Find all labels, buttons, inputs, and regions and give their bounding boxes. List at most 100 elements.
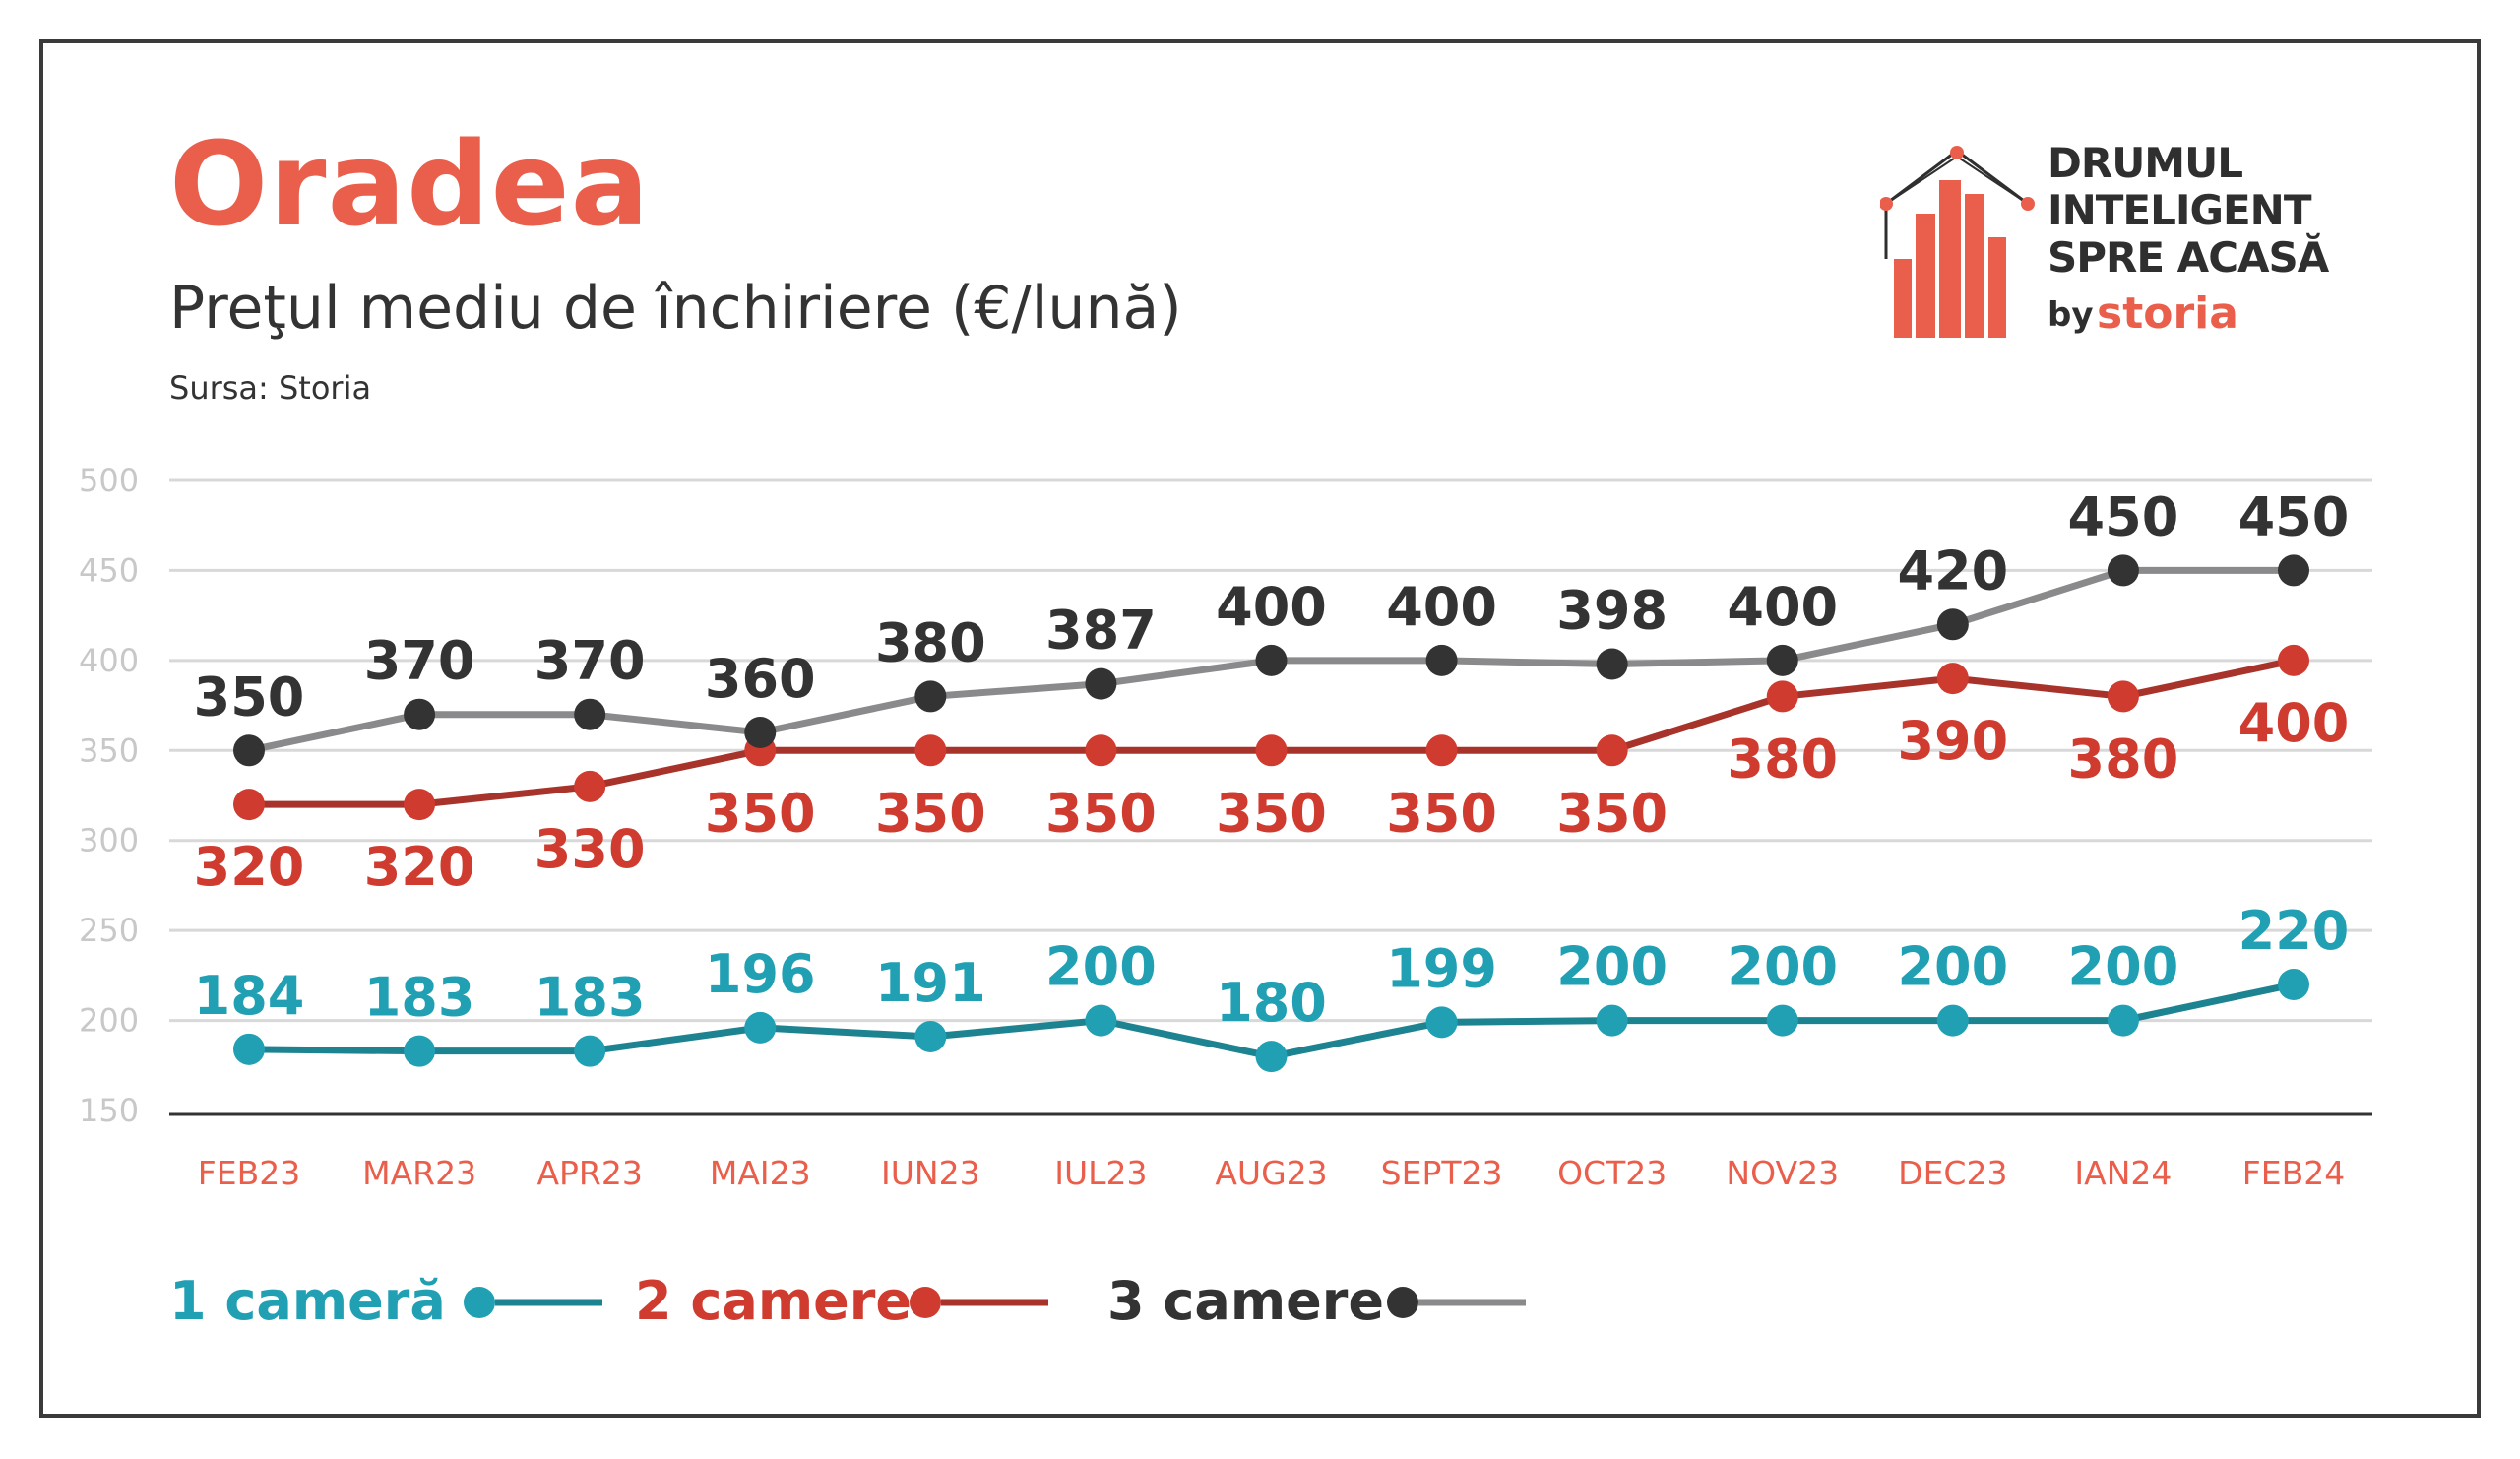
x-tick-label: DEC23 xyxy=(1898,1154,2007,1192)
data-point xyxy=(2107,1004,2139,1037)
data-point xyxy=(574,1035,606,1067)
legend-marker xyxy=(910,1287,941,1318)
data-label: 196 xyxy=(705,943,816,1005)
x-tick-label: FEB24 xyxy=(2242,1154,2345,1192)
data-point xyxy=(233,734,265,767)
x-tick-label: IUL23 xyxy=(1054,1154,1147,1192)
data-label: 400 xyxy=(1386,576,1497,638)
data-label: 191 xyxy=(875,952,986,1014)
data-label: 200 xyxy=(1556,936,1668,998)
data-point xyxy=(574,770,606,802)
data-label: 350 xyxy=(875,782,986,844)
x-tick-label: OCT23 xyxy=(1557,1154,1667,1192)
x-tick-label: AUG23 xyxy=(1215,1154,1327,1192)
data-point xyxy=(1085,667,1117,700)
x-tick-label: APR23 xyxy=(536,1154,642,1192)
data-label: 400 xyxy=(2238,692,2350,754)
data-label: 330 xyxy=(535,818,646,880)
data-label: 350 xyxy=(1045,782,1157,844)
data-point xyxy=(1255,734,1288,767)
data-label: 200 xyxy=(1045,936,1157,998)
data-point xyxy=(2278,644,2309,676)
y-tick-label: 150 xyxy=(79,1092,139,1129)
legend-label: 1 cameră xyxy=(169,1270,446,1332)
y-tick-label: 350 xyxy=(79,731,139,769)
data-label: 400 xyxy=(1216,576,1327,638)
legend-marker xyxy=(464,1287,495,1318)
data-point xyxy=(1255,644,1288,676)
data-point xyxy=(404,698,436,730)
data-label: 420 xyxy=(1897,539,2008,602)
data-point xyxy=(914,734,947,767)
data-label: 390 xyxy=(1897,710,2008,772)
data-point xyxy=(1936,663,1969,695)
chart-frame xyxy=(39,39,2481,1418)
data-label: 450 xyxy=(2068,485,2179,547)
legend-marker xyxy=(1387,1287,1418,1318)
data-point xyxy=(914,1021,947,1053)
data-label: 370 xyxy=(535,630,646,692)
data-label: 380 xyxy=(1727,728,1838,790)
data-label: 183 xyxy=(535,967,646,1029)
x-tick-label: NOV23 xyxy=(1726,1154,1839,1192)
data-point xyxy=(404,789,436,821)
source-note: Sursa: Storia xyxy=(169,369,372,407)
data-point xyxy=(1936,1004,1969,1037)
data-label: 199 xyxy=(1386,937,1497,999)
y-tick-label: 500 xyxy=(79,462,139,499)
legend-label: 2 camere xyxy=(635,1270,912,1332)
brand-line-1: DRUMUL xyxy=(2048,139,2243,187)
data-point xyxy=(2278,969,2309,1000)
data-label: 350 xyxy=(194,666,305,728)
x-tick-label: FEB23 xyxy=(198,1154,300,1192)
y-tick-label: 400 xyxy=(79,642,139,679)
data-label: 350 xyxy=(705,782,816,844)
y-tick-label: 450 xyxy=(79,551,139,589)
data-point xyxy=(1085,1004,1117,1037)
data-label: 380 xyxy=(2068,728,2179,790)
data-label: 450 xyxy=(2238,485,2350,547)
data-label: 200 xyxy=(1897,936,2008,998)
data-point xyxy=(744,1011,777,1044)
data-point xyxy=(233,1033,265,1065)
brand-by: by xyxy=(2048,295,2094,335)
data-point xyxy=(2107,680,2139,713)
brand-line-2: INTELIGENT xyxy=(2048,186,2311,234)
data-label: 350 xyxy=(1556,782,1668,844)
data-label: 360 xyxy=(705,648,816,710)
x-tick-label: MAR23 xyxy=(362,1154,476,1192)
data-point xyxy=(1766,1004,1798,1037)
data-point xyxy=(1255,1041,1288,1073)
y-tick-label: 250 xyxy=(79,912,139,949)
data-point xyxy=(1425,644,1458,676)
data-label: 350 xyxy=(1386,782,1497,844)
legend-label: 3 camere xyxy=(1107,1270,1384,1332)
data-point xyxy=(1425,734,1458,767)
y-tick-label: 300 xyxy=(79,822,139,859)
data-point xyxy=(2278,554,2309,587)
data-point xyxy=(914,680,947,713)
data-point xyxy=(404,1035,436,1067)
data-label: 400 xyxy=(1727,576,1838,638)
x-tick-label: IAN24 xyxy=(2074,1154,2172,1192)
data-point xyxy=(1596,734,1628,767)
x-tick-label: MAI23 xyxy=(710,1154,811,1192)
data-label: 183 xyxy=(364,967,475,1029)
data-label: 320 xyxy=(194,836,305,898)
x-tick-label: SEPT23 xyxy=(1381,1154,1503,1192)
brand-line-3: SPRE ACASĂ xyxy=(2048,233,2329,282)
data-label: 380 xyxy=(875,611,986,673)
y-tick-label: 200 xyxy=(79,1002,139,1040)
data-label: 320 xyxy=(364,836,475,898)
data-label: 350 xyxy=(1216,782,1327,844)
chart-subtitle: Preţul mediu de închiriere (€/lună) xyxy=(169,274,1182,343)
data-label: 398 xyxy=(1556,580,1668,642)
data-point xyxy=(1425,1006,1458,1039)
data-label: 220 xyxy=(2238,900,2350,962)
data-label: 200 xyxy=(1727,936,1838,998)
data-point xyxy=(1766,680,1798,713)
data-label: 370 xyxy=(364,630,475,692)
data-point xyxy=(574,698,606,730)
data-point xyxy=(1085,734,1117,767)
